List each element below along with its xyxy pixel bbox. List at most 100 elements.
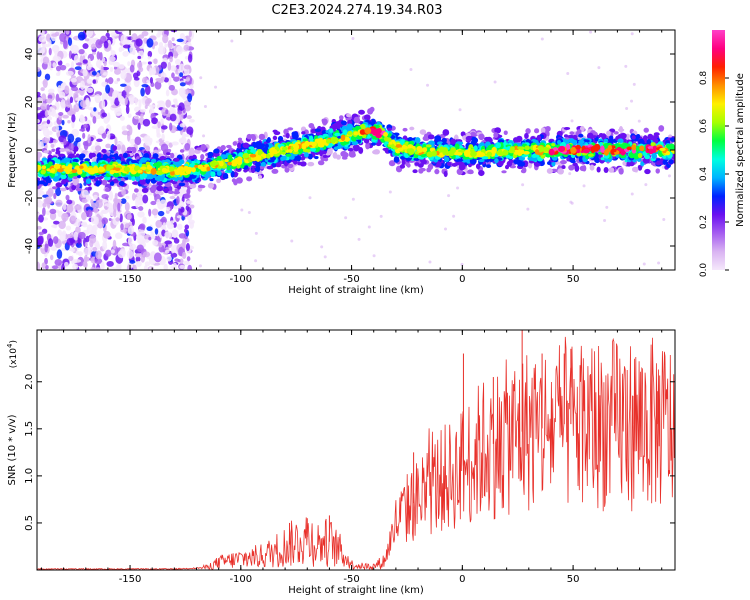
noise-speckle: [597, 66, 601, 70]
noise-speckle: [178, 102, 185, 111]
noise-speckle: [187, 264, 193, 270]
spectral-point: [258, 133, 266, 141]
spectral-point: [525, 128, 531, 135]
noise-speckle: [86, 78, 93, 84]
noise-speckle: [569, 200, 573, 204]
spectral-point: [286, 163, 294, 169]
noise-speckle: [179, 72, 184, 78]
noise-speckle: [163, 263, 168, 270]
noise-speckle: [179, 140, 187, 144]
spectral-point: [140, 172, 148, 179]
noise-speckle: [351, 36, 355, 40]
noise-speckle: [82, 68, 88, 77]
spectral-point: [43, 150, 49, 154]
spectral-point: [273, 131, 281, 136]
spectral-point: [363, 114, 371, 121]
spectral-point: [132, 181, 139, 185]
spectral-point: [58, 153, 66, 157]
noise-speckle: [199, 76, 203, 80]
noise-speckle: [630, 32, 634, 36]
noise-speckle: [89, 38, 97, 44]
noise-speckle: [105, 249, 112, 257]
noise-speckle: [90, 199, 94, 205]
noise-speckle: [124, 96, 128, 105]
spectral-point: [646, 138, 652, 146]
spectral-point: [179, 159, 185, 165]
spectral-point: [166, 152, 171, 156]
noise-speckle: [94, 93, 101, 104]
spectral-point: [51, 186, 58, 190]
spectral-point: [109, 181, 115, 186]
noise-speckle: [247, 210, 251, 214]
noise-speckle: [165, 109, 169, 115]
noise-speckle: [106, 260, 114, 267]
spectral-point: [222, 175, 229, 180]
spectral-point: [346, 123, 354, 131]
noise-speckle: [81, 211, 87, 221]
noise-speckle: [77, 141, 82, 149]
spectral-point: [569, 156, 576, 164]
noise-speckle: [114, 80, 119, 85]
noise-speckle: [77, 31, 86, 41]
noise-speckle: [186, 256, 191, 262]
noise-speckle: [154, 81, 162, 90]
spectral-point: [346, 113, 352, 118]
noise-speckle: [91, 224, 98, 232]
spectral-point: [156, 185, 164, 192]
noise-speckle: [154, 228, 159, 235]
noise-speckle: [134, 136, 142, 146]
noise-speckle: [62, 114, 69, 119]
noise-speckle: [47, 238, 54, 247]
spectral-point: [399, 164, 406, 169]
noise-speckle: [214, 85, 218, 89]
noise-speckle: [134, 97, 138, 106]
spectral-point: [443, 156, 450, 163]
spectral-point: [226, 144, 232, 149]
spectral-point: [303, 152, 309, 158]
noise-speckle: [53, 192, 57, 200]
spectral-point: [141, 187, 149, 194]
noise-speckle: [184, 80, 192, 85]
spectral-point: [226, 165, 231, 171]
noise-speckle: [409, 67, 413, 71]
noise-speckle: [107, 96, 112, 101]
spectral-point: [189, 183, 197, 189]
noise-speckle: [178, 87, 186, 97]
noise-speckle: [184, 104, 191, 112]
spectral-point: [250, 149, 256, 153]
noise-speckle: [37, 107, 42, 111]
noise-speckle: [44, 257, 48, 265]
spectral-point: [402, 127, 408, 132]
spectral-point: [647, 135, 652, 140]
noise-speckle: [189, 204, 195, 209]
spectral-point: [520, 169, 526, 174]
spectral-point: [321, 118, 328, 126]
noise-speckle: [44, 73, 51, 81]
noise-speckle: [125, 195, 130, 200]
noise-speckle: [254, 231, 258, 235]
noise-speckle: [118, 63, 125, 69]
noise-speckle: [63, 39, 68, 49]
spectral-point: [401, 158, 406, 166]
noise-speckle: [104, 205, 108, 210]
spectral-point: [536, 134, 542, 141]
spectral-point: [64, 148, 70, 152]
noise-speckle: [105, 84, 111, 94]
noise-speckle: [47, 187, 54, 198]
noise-speckle: [120, 198, 127, 204]
noise-speckle: [164, 231, 172, 239]
noise-speckle: [101, 209, 107, 214]
spectral-point: [340, 150, 348, 158]
noise-speckle: [65, 225, 72, 231]
noise-speckle: [92, 116, 97, 124]
noise-speckle: [94, 114, 102, 120]
spectral-point: [582, 165, 587, 172]
noise-speckle: [187, 93, 193, 103]
noise-speckle: [114, 192, 118, 203]
spectral-point: [340, 120, 347, 126]
noise-speckle: [148, 104, 156, 108]
noise-speckle: [176, 38, 184, 43]
noise-speckle: [38, 35, 47, 43]
spectral-point: [317, 160, 325, 166]
noise-speckle: [456, 186, 460, 190]
